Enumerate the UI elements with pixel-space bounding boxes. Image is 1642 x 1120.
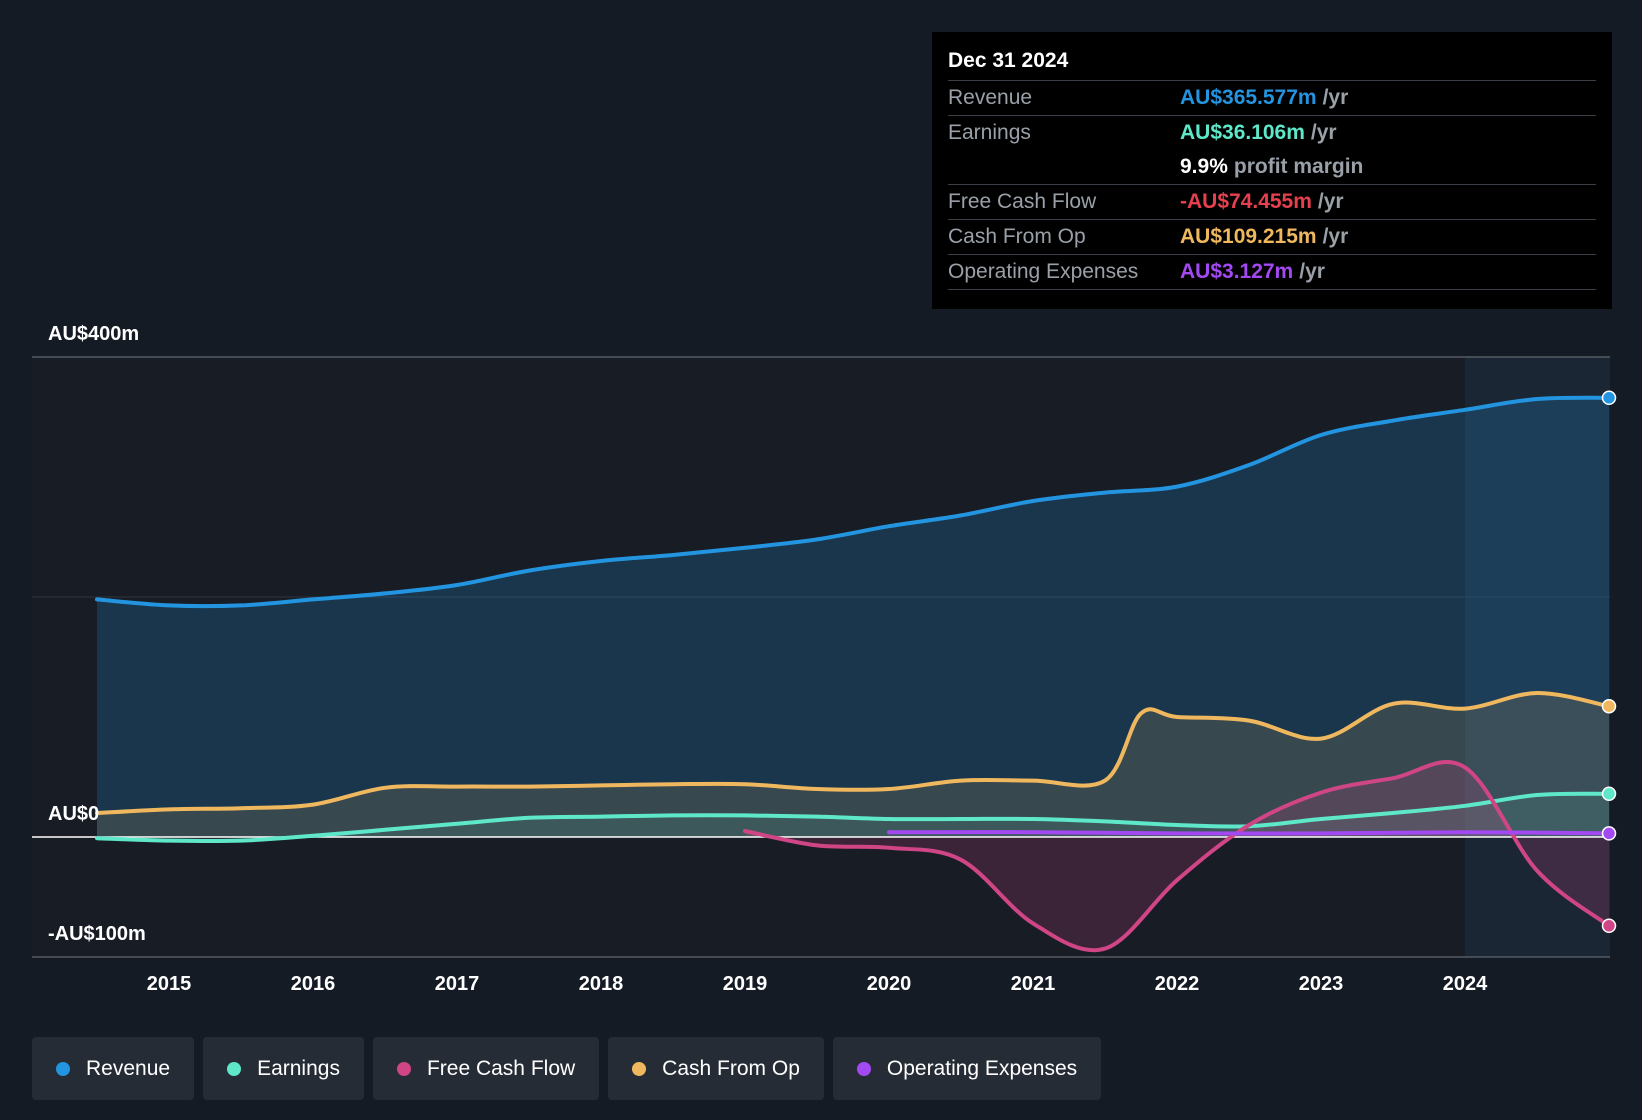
tooltip-unit: /yr [1322, 86, 1349, 109]
area-free-cash-flow [745, 761, 1609, 951]
tooltip-label: Cash From Op [948, 225, 1086, 248]
tooltip-row-revenue: Revenue AU$365.577m /yr [948, 81, 1596, 116]
tooltip-row-operating-expenses: Operating Expenses AU$3.127m /yr [948, 255, 1596, 290]
plot-background [32, 357, 1610, 957]
forecast-highlight [1465, 357, 1610, 957]
tooltip: Dec 31 2024 Revenue AU$365.577m /yr Earn… [932, 32, 1612, 309]
tooltip-label: Revenue [948, 86, 1033, 109]
legend: Revenue Earnings Free Cash Flow Cash Fro… [32, 1037, 1102, 1100]
tooltip-row-free-cash-flow: Free Cash Flow -AU$74.455m /yr [948, 185, 1596, 220]
tooltip-unit: /yr [1322, 225, 1349, 248]
line-revenue [95, 395, 1610, 609]
x-tick-label: 2020 [867, 973, 912, 995]
tooltip-label: Earnings [948, 121, 1031, 144]
tooltip-value: AU$365.577m [1180, 86, 1317, 109]
legend-item-earnings[interactable]: Earnings [203, 1037, 364, 1100]
area-revenue [97, 397, 1609, 837]
tooltip-value: AU$3.127m [1180, 260, 1294, 283]
tooltip-unit: /yr [1317, 190, 1344, 213]
tooltip-value: 9.9% [1180, 155, 1228, 178]
tooltip-label: Operating Expenses [948, 260, 1139, 283]
area-cash-from-op [97, 692, 1609, 837]
endpoint-earnings[interactable] [1601, 786, 1617, 802]
x-tick-label: 2022 [1155, 973, 1200, 995]
y-label-top: AU$400m [48, 323, 139, 345]
legend-label: Free Cash Flow [426, 1056, 576, 1080]
x-tick-label: 2016 [291, 973, 336, 995]
line-operating-expenses [887, 830, 1610, 836]
legend-dot-icon [856, 1061, 871, 1076]
legend-item-cash-from-op[interactable]: Cash From Op [608, 1037, 824, 1100]
legend-label: Cash From Op [662, 1056, 800, 1080]
legend-dot-icon [56, 1061, 70, 1076]
y-label-bottom: -AU$100m [48, 923, 146, 945]
tooltip-row-profit-margin: 9.9% profit margin [948, 150, 1596, 185]
legend-item-revenue[interactable]: Revenue [32, 1037, 195, 1100]
legend-item-free-cash-flow[interactable]: Free Cash Flow [372, 1037, 600, 1100]
tooltip-row-earnings: Earnings AU$36.106m /yr [948, 116, 1596, 150]
x-tick-label: 2015 [147, 973, 192, 995]
endpoint-revenue[interactable] [1601, 390, 1617, 406]
x-tick-label: 2019 [723, 973, 768, 995]
x-tick-label: 2023 [1299, 973, 1344, 995]
tooltip-unit: profit margin [1233, 155, 1364, 178]
x-tick-label: 2017 [435, 973, 480, 995]
legend-label: Operating Expenses [886, 1056, 1078, 1080]
endpoint-cash-from-op[interactable] [1601, 698, 1617, 714]
tooltip-value: -AU$74.455m [1180, 190, 1312, 213]
tooltip-label [948, 150, 1180, 184]
x-tick-label: 2024 [1443, 973, 1488, 995]
legend-dot-icon [227, 1061, 242, 1076]
legend-label: Revenue [86, 1056, 171, 1080]
legend-dot-icon [632, 1061, 647, 1076]
endpoint-operating-expenses[interactable] [1601, 826, 1617, 841]
line-earnings [95, 791, 1610, 844]
tooltip-unit: /yr [1310, 121, 1337, 144]
y-label-zero: AU$0 [48, 803, 99, 825]
legend-item-operating-expenses[interactable]: Operating Expenses [832, 1037, 1102, 1100]
x-tick-label: 2018 [579, 973, 624, 995]
x-tick-label: 2021 [1011, 973, 1056, 995]
tooltip-value: AU$109.215m [1180, 225, 1317, 248]
legend-dot-icon [396, 1061, 411, 1076]
line-free-cash-flow [743, 760, 1610, 953]
tooltip-row-cash-from-op: Cash From Op AU$109.215m /yr [948, 220, 1596, 255]
line-cash-from-op [95, 690, 1610, 815]
tooltip-unit: /yr [1299, 260, 1325, 283]
tooltip-label: Free Cash Flow [948, 190, 1097, 213]
endpoint-free-cash-flow[interactable] [1601, 918, 1617, 934]
chart: AU$400m AU$0 -AU$100m 2015 2016 2017 2018 20… [32, 323, 1617, 995]
tooltip-value: AU$36.106m [1180, 121, 1305, 144]
tooltip-date: Dec 31 2024 [948, 46, 1596, 81]
area-earnings [97, 793, 1609, 842]
legend-label: Earnings [257, 1056, 340, 1080]
